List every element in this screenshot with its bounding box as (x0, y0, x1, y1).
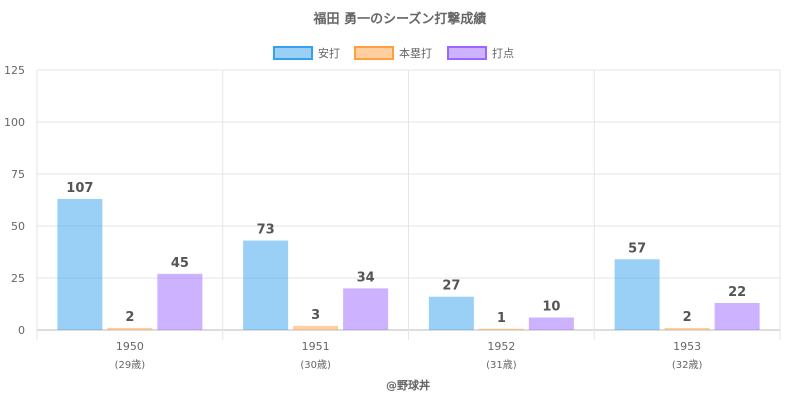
legend-swatch-0[interactable] (273, 46, 313, 60)
x-tick-sublabel-0: (29歳) (115, 359, 146, 371)
bar-打点-1952[interactable] (528, 317, 574, 330)
data-label-打点-1952: 10 (542, 300, 560, 315)
y-tick-label-0: 0 (18, 324, 25, 337)
x-axis: 1950 (29歳) 1951 (30歳) 1952 (31歳) 1953 (32歳) (115, 340, 703, 371)
bar-本塁打-1950[interactable] (107, 327, 153, 330)
x-tick-sublabel-2: (31歳) (486, 359, 517, 371)
data-label-安打-1951: 73 (257, 223, 275, 238)
bar-打点-1950[interactable] (157, 273, 203, 330)
chart-title: 福田 勇一のシーズン打撃成績 (313, 11, 487, 27)
x-tick-label-3: 1953 (673, 340, 701, 353)
bars (57, 198, 760, 330)
x-tick-label-2: 1952 (487, 340, 515, 353)
data-label-打点-1950: 45 (171, 256, 189, 271)
data-label-打点-1951: 34 (357, 270, 375, 285)
legend: 安打 本塁打 打点 (273, 46, 514, 60)
legend-label-1[interactable]: 本塁打 (399, 46, 432, 60)
bar-打点-1951[interactable] (343, 288, 389, 330)
y-tick-label-5: 125 (4, 64, 25, 77)
bar-安打-1950[interactable] (57, 198, 103, 330)
data-label-本塁打-1951: 3 (311, 308, 320, 323)
legend-label-0[interactable]: 安打 (318, 46, 340, 60)
x-tick-label-1: 1951 (302, 340, 330, 353)
data-label-安打-1953: 57 (628, 241, 646, 256)
bar-安打-1951[interactable] (243, 240, 289, 330)
bar-本塁打-1953[interactable] (664, 327, 710, 330)
bar-本塁打-1952[interactable] (478, 328, 524, 330)
data-label-本塁打-1953: 2 (683, 310, 692, 325)
bar-本塁打-1951[interactable] (293, 325, 339, 330)
bar-安打-1953[interactable] (614, 259, 660, 330)
data-label-打点-1953: 22 (728, 285, 746, 300)
legend-swatch-2[interactable] (447, 46, 487, 60)
data-label-本塁打-1950: 2 (125, 310, 134, 325)
x-tick-label-0: 1950 (116, 340, 144, 353)
footer-credit: @野球丼 (386, 378, 430, 392)
data-label-本塁打-1952: 1 (497, 311, 506, 326)
bar-安打-1952[interactable] (428, 296, 474, 330)
legend-swatch-1[interactable] (354, 46, 394, 60)
y-tick-label-3: 75 (11, 168, 25, 181)
y-tick-label-2: 50 (11, 220, 25, 233)
data-label-安打-1952: 27 (442, 279, 460, 294)
legend-label-2[interactable]: 打点 (492, 46, 514, 60)
y-tick-label-1: 25 (11, 272, 25, 285)
bar-打点-1953[interactable] (714, 302, 760, 330)
y-tick-label-4: 100 (4, 116, 25, 129)
data-label-安打-1950: 107 (66, 181, 93, 196)
x-tick-sublabel-1: (30歳) (300, 359, 331, 371)
y-axis: 0 25 50 75 100 125 (4, 64, 25, 337)
x-tick-sublabel-3: (32歳) (672, 359, 703, 371)
grid (36, 69, 781, 340)
